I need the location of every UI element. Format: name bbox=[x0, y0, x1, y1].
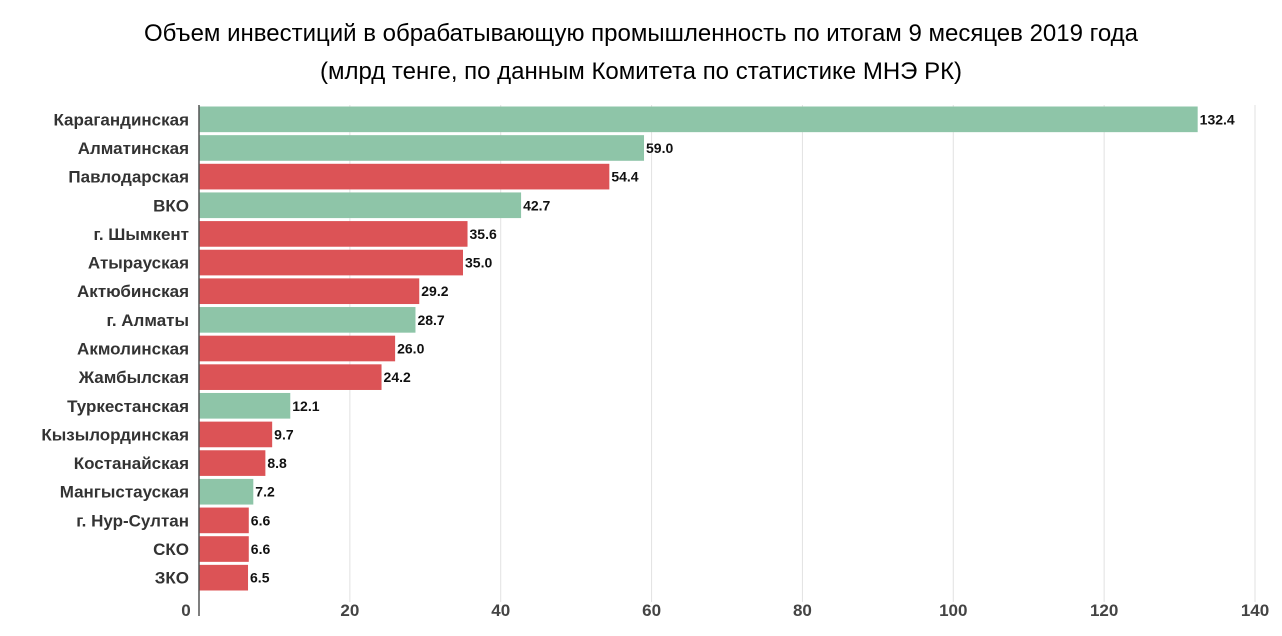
category-label: Туркестанская bbox=[67, 397, 189, 416]
value-label: 59.0 bbox=[646, 140, 673, 156]
bar bbox=[199, 278, 420, 305]
bar bbox=[199, 307, 416, 333]
x-tick-label: 20 bbox=[340, 601, 359, 620]
value-label: 6.6 bbox=[251, 541, 271, 557]
x-tick-label: 80 bbox=[793, 601, 812, 620]
bar bbox=[199, 106, 1198, 133]
category-label: Алматинская bbox=[78, 139, 189, 158]
bar bbox=[199, 478, 254, 505]
bar bbox=[199, 135, 645, 161]
bar bbox=[199, 335, 396, 362]
bar bbox=[199, 392, 291, 419]
bar bbox=[199, 192, 522, 219]
x-tick-label: 140 bbox=[1241, 601, 1269, 620]
value-label: 9.7 bbox=[274, 426, 294, 442]
bars bbox=[199, 106, 1198, 591]
category-label: г. Алматы bbox=[106, 311, 189, 330]
chart-subtitle: (млрд тенге, по данным Комитета по стати… bbox=[319, 58, 963, 85]
category-label: СКО bbox=[153, 540, 189, 559]
category-label: г. Шымкент bbox=[93, 225, 189, 244]
category-label: Кызылординская bbox=[41, 425, 189, 444]
x-tick-label: 40 bbox=[491, 601, 510, 620]
category-label: Жамбылская bbox=[78, 368, 189, 387]
category-label: Мангыстауская bbox=[60, 483, 189, 502]
x-axis-ticks: 0 20 40 60 80 100 120 140 bbox=[181, 601, 1269, 620]
bar bbox=[199, 536, 249, 562]
x-tick-label: 120 bbox=[1090, 601, 1118, 620]
value-label: 28.7 bbox=[417, 312, 444, 328]
value-label: 6.6 bbox=[251, 512, 271, 528]
x-tick-label: 100 bbox=[939, 601, 967, 620]
value-label: 7.2 bbox=[255, 484, 275, 500]
value-labels: 132.4 59.0 54.4 42.7 35.6 35.0 29.2 28.7 26.0 24.… bbox=[250, 111, 1235, 585]
category-label: Павлодарская bbox=[68, 168, 189, 187]
value-label: 12.1 bbox=[292, 398, 319, 414]
x-tick-label: 0 bbox=[181, 601, 190, 620]
value-label: 26.0 bbox=[397, 341, 424, 357]
bar bbox=[199, 450, 266, 476]
bar bbox=[199, 221, 468, 247]
value-label: 8.8 bbox=[267, 455, 287, 471]
category-label: Атырауская bbox=[88, 254, 189, 273]
value-label: 132.4 bbox=[1200, 111, 1235, 127]
x-tick-label: 60 bbox=[642, 601, 661, 620]
value-label: 24.2 bbox=[384, 369, 411, 385]
value-label: 54.4 bbox=[611, 169, 638, 185]
bar bbox=[199, 564, 249, 591]
bar bbox=[199, 421, 273, 448]
bar bbox=[199, 163, 610, 190]
value-label: 6.5 bbox=[250, 570, 270, 586]
value-label: 29.2 bbox=[421, 283, 448, 299]
category-label: г. Нур-Султан bbox=[76, 511, 189, 530]
category-label: Актюбинская bbox=[77, 282, 189, 301]
bar bbox=[199, 364, 382, 390]
category-label: Карагандинская bbox=[53, 110, 189, 129]
bar bbox=[199, 249, 463, 276]
category-label: ВКО bbox=[153, 196, 189, 215]
chart-title: Объем инвестиций в обрабатывающую промыш… bbox=[143, 20, 1139, 47]
category-label: Костанайская bbox=[74, 454, 189, 473]
bar bbox=[199, 507, 249, 534]
value-label: 35.6 bbox=[470, 226, 497, 242]
category-label: Акмолинская bbox=[77, 340, 189, 359]
category-labels: Карагандинская Алматинская Павлодарская ВКО… bbox=[41, 110, 189, 587]
category-label: ЗКО bbox=[155, 569, 189, 588]
value-label: 35.0 bbox=[465, 255, 492, 271]
value-label: 42.7 bbox=[523, 197, 550, 213]
